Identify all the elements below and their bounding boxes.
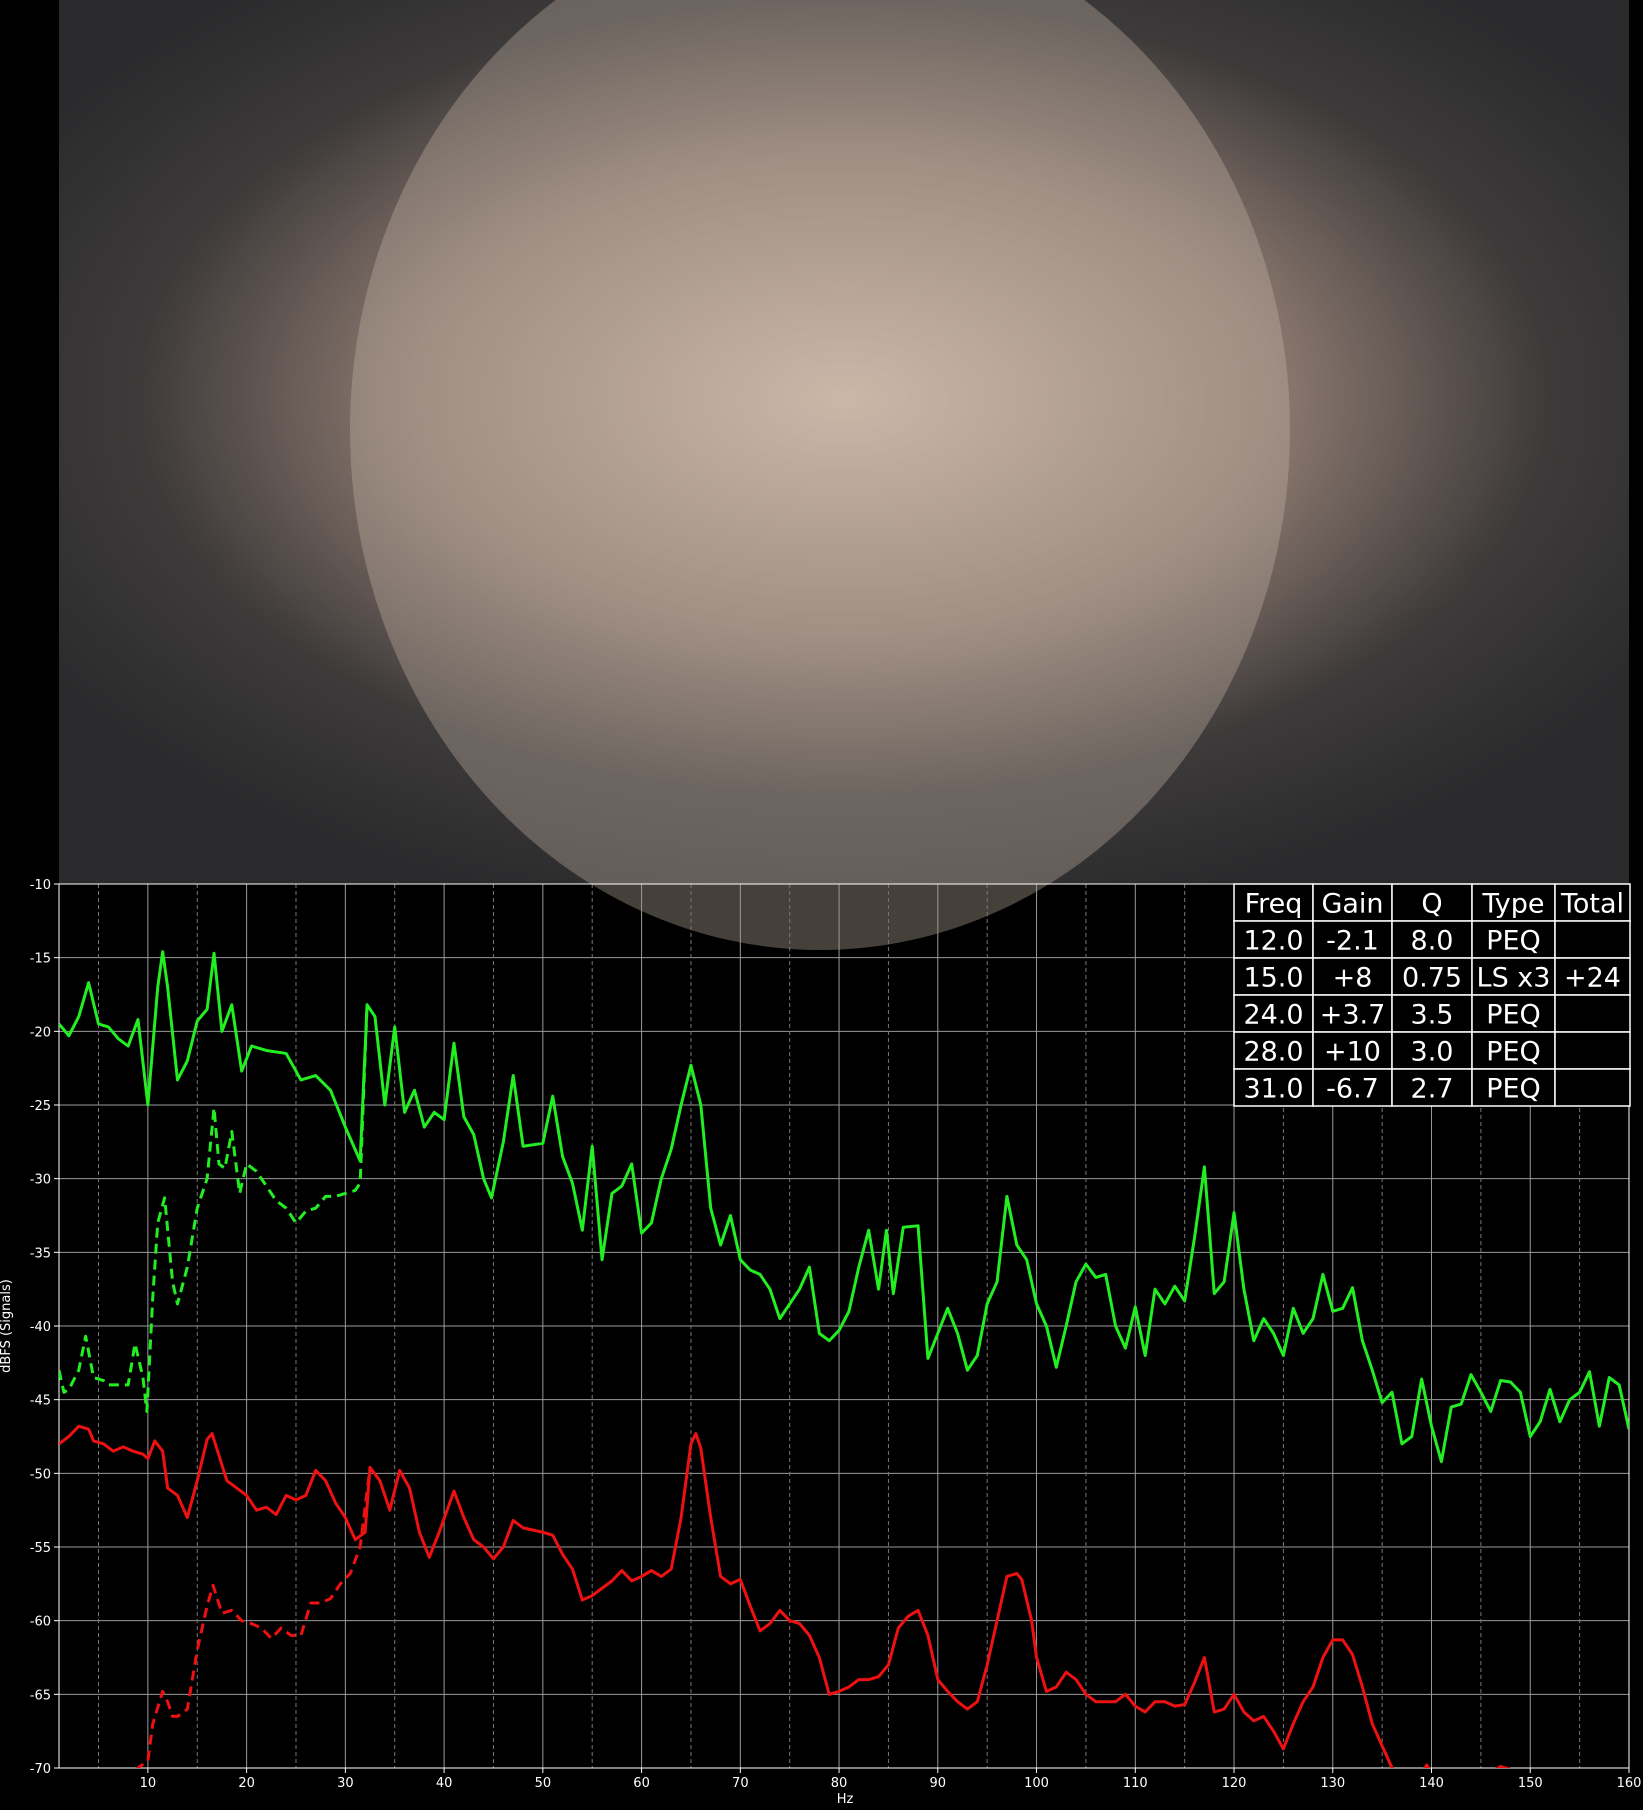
x-tick-label: 110 (1123, 1776, 1148, 1791)
plot-lines (59, 950, 1629, 1768)
series-line (59, 1004, 369, 1413)
x-tick-label: 30 (337, 1776, 354, 1791)
x-tick-label: 140 (1419, 1776, 1444, 1791)
plot-frame (58, 883, 1630, 1769)
series-line (59, 1424, 1511, 1768)
table-cell (1554, 994, 1631, 1033)
table-text: -2.1 (1326, 926, 1379, 957)
table-text: 3.0 (1411, 1037, 1454, 1068)
table-text: LS x3 (1477, 963, 1551, 994)
x-tick-label: 150 (1518, 1776, 1543, 1791)
table-text: PEQ (1486, 1037, 1541, 1068)
table-cell (1554, 1031, 1631, 1070)
x-tick-label: 60 (633, 1776, 650, 1791)
table-text: 24.0 (1243, 1000, 1303, 1031)
x-tick-label: 20 (238, 1776, 255, 1791)
y-axis-label: dBFS (Signals) (0, 1279, 14, 1373)
y-tick-label: -25 (30, 1099, 51, 1114)
x-tick-label: 90 (930, 1776, 947, 1791)
table-text: +8 (1333, 963, 1373, 994)
table-text: 28.0 (1243, 1037, 1303, 1068)
y-tick-label: -15 (30, 952, 51, 967)
table-text: -6.7 (1326, 1074, 1379, 1105)
x-tick-label: 130 (1320, 1776, 1345, 1791)
x-tick-label: 80 (831, 1776, 848, 1791)
table-header: Total (1560, 889, 1624, 920)
x-tick-label: 50 (535, 1776, 552, 1791)
table-text: PEQ (1486, 1074, 1541, 1105)
y-tick-label: -20 (30, 1025, 51, 1040)
table-text: 2.7 (1411, 1074, 1454, 1105)
table-text: 3.5 (1411, 1000, 1454, 1031)
x-tick-label: 120 (1222, 1776, 1247, 1791)
table-cell (1233, 994, 1314, 1033)
y-tick-label: -40 (30, 1320, 51, 1335)
table-header: Type (1481, 889, 1544, 920)
x-tick-label: 40 (436, 1776, 453, 1791)
table-text: PEQ (1486, 926, 1541, 957)
table-cell (1554, 883, 1631, 922)
series-line (59, 950, 1629, 1464)
y-tick-label: -60 (30, 1615, 51, 1630)
table-cell (1233, 1068, 1314, 1107)
y-tick-label: -45 (30, 1394, 51, 1409)
table-text: 0.75 (1402, 963, 1462, 994)
y-tick-label: -35 (30, 1246, 51, 1261)
x-tick-label: 10 (140, 1776, 157, 1791)
photo-face (350, 0, 1290, 950)
table-text: +10 (1324, 1037, 1381, 1068)
series-line (136, 1467, 372, 1768)
table-cell (1554, 957, 1631, 996)
y-tick-label: -10 (30, 878, 51, 893)
x-tick-label: 100 (1024, 1776, 1049, 1791)
table-text: +3.7 (1320, 1000, 1386, 1031)
y-tick-label: -70 (30, 1762, 51, 1777)
filter-table: Freq Gain Q Type Total 12.0 -2.1 8.0 PEQ 15.0 +8 0.… (1233, 883, 1631, 1107)
x-tick-label: 160 (1617, 1776, 1642, 1791)
table-header: Q (1421, 889, 1442, 920)
table-cell (1391, 994, 1473, 1033)
table-cell (1554, 920, 1631, 959)
table-cell (1391, 1031, 1473, 1070)
table-header: Freq (1245, 889, 1303, 920)
table-header: Gain (1321, 889, 1383, 920)
y-tick-label: -50 (30, 1467, 51, 1482)
y-tick-label: -55 (30, 1541, 51, 1556)
table-text: 12.0 (1243, 926, 1303, 957)
table-cell (1312, 920, 1393, 959)
table-cell (1554, 1068, 1631, 1107)
background-photo (59, 0, 1629, 884)
table-cell (1471, 994, 1556, 1033)
y-tick-label: -65 (30, 1688, 51, 1703)
y-tick-label: -30 (30, 1173, 51, 1188)
table-text: +24 (1564, 963, 1621, 994)
x-axis-label: Hz (837, 1792, 854, 1807)
table-text: 8.0 (1411, 926, 1454, 957)
table-cell (1391, 1068, 1473, 1107)
table-cell (1312, 957, 1393, 996)
table-text: PEQ (1486, 1000, 1541, 1031)
table-cell (1312, 1068, 1393, 1107)
x-tick-label: 70 (732, 1776, 749, 1791)
table-text: 31.0 (1243, 1074, 1303, 1105)
table-text: 15.0 (1243, 963, 1303, 994)
